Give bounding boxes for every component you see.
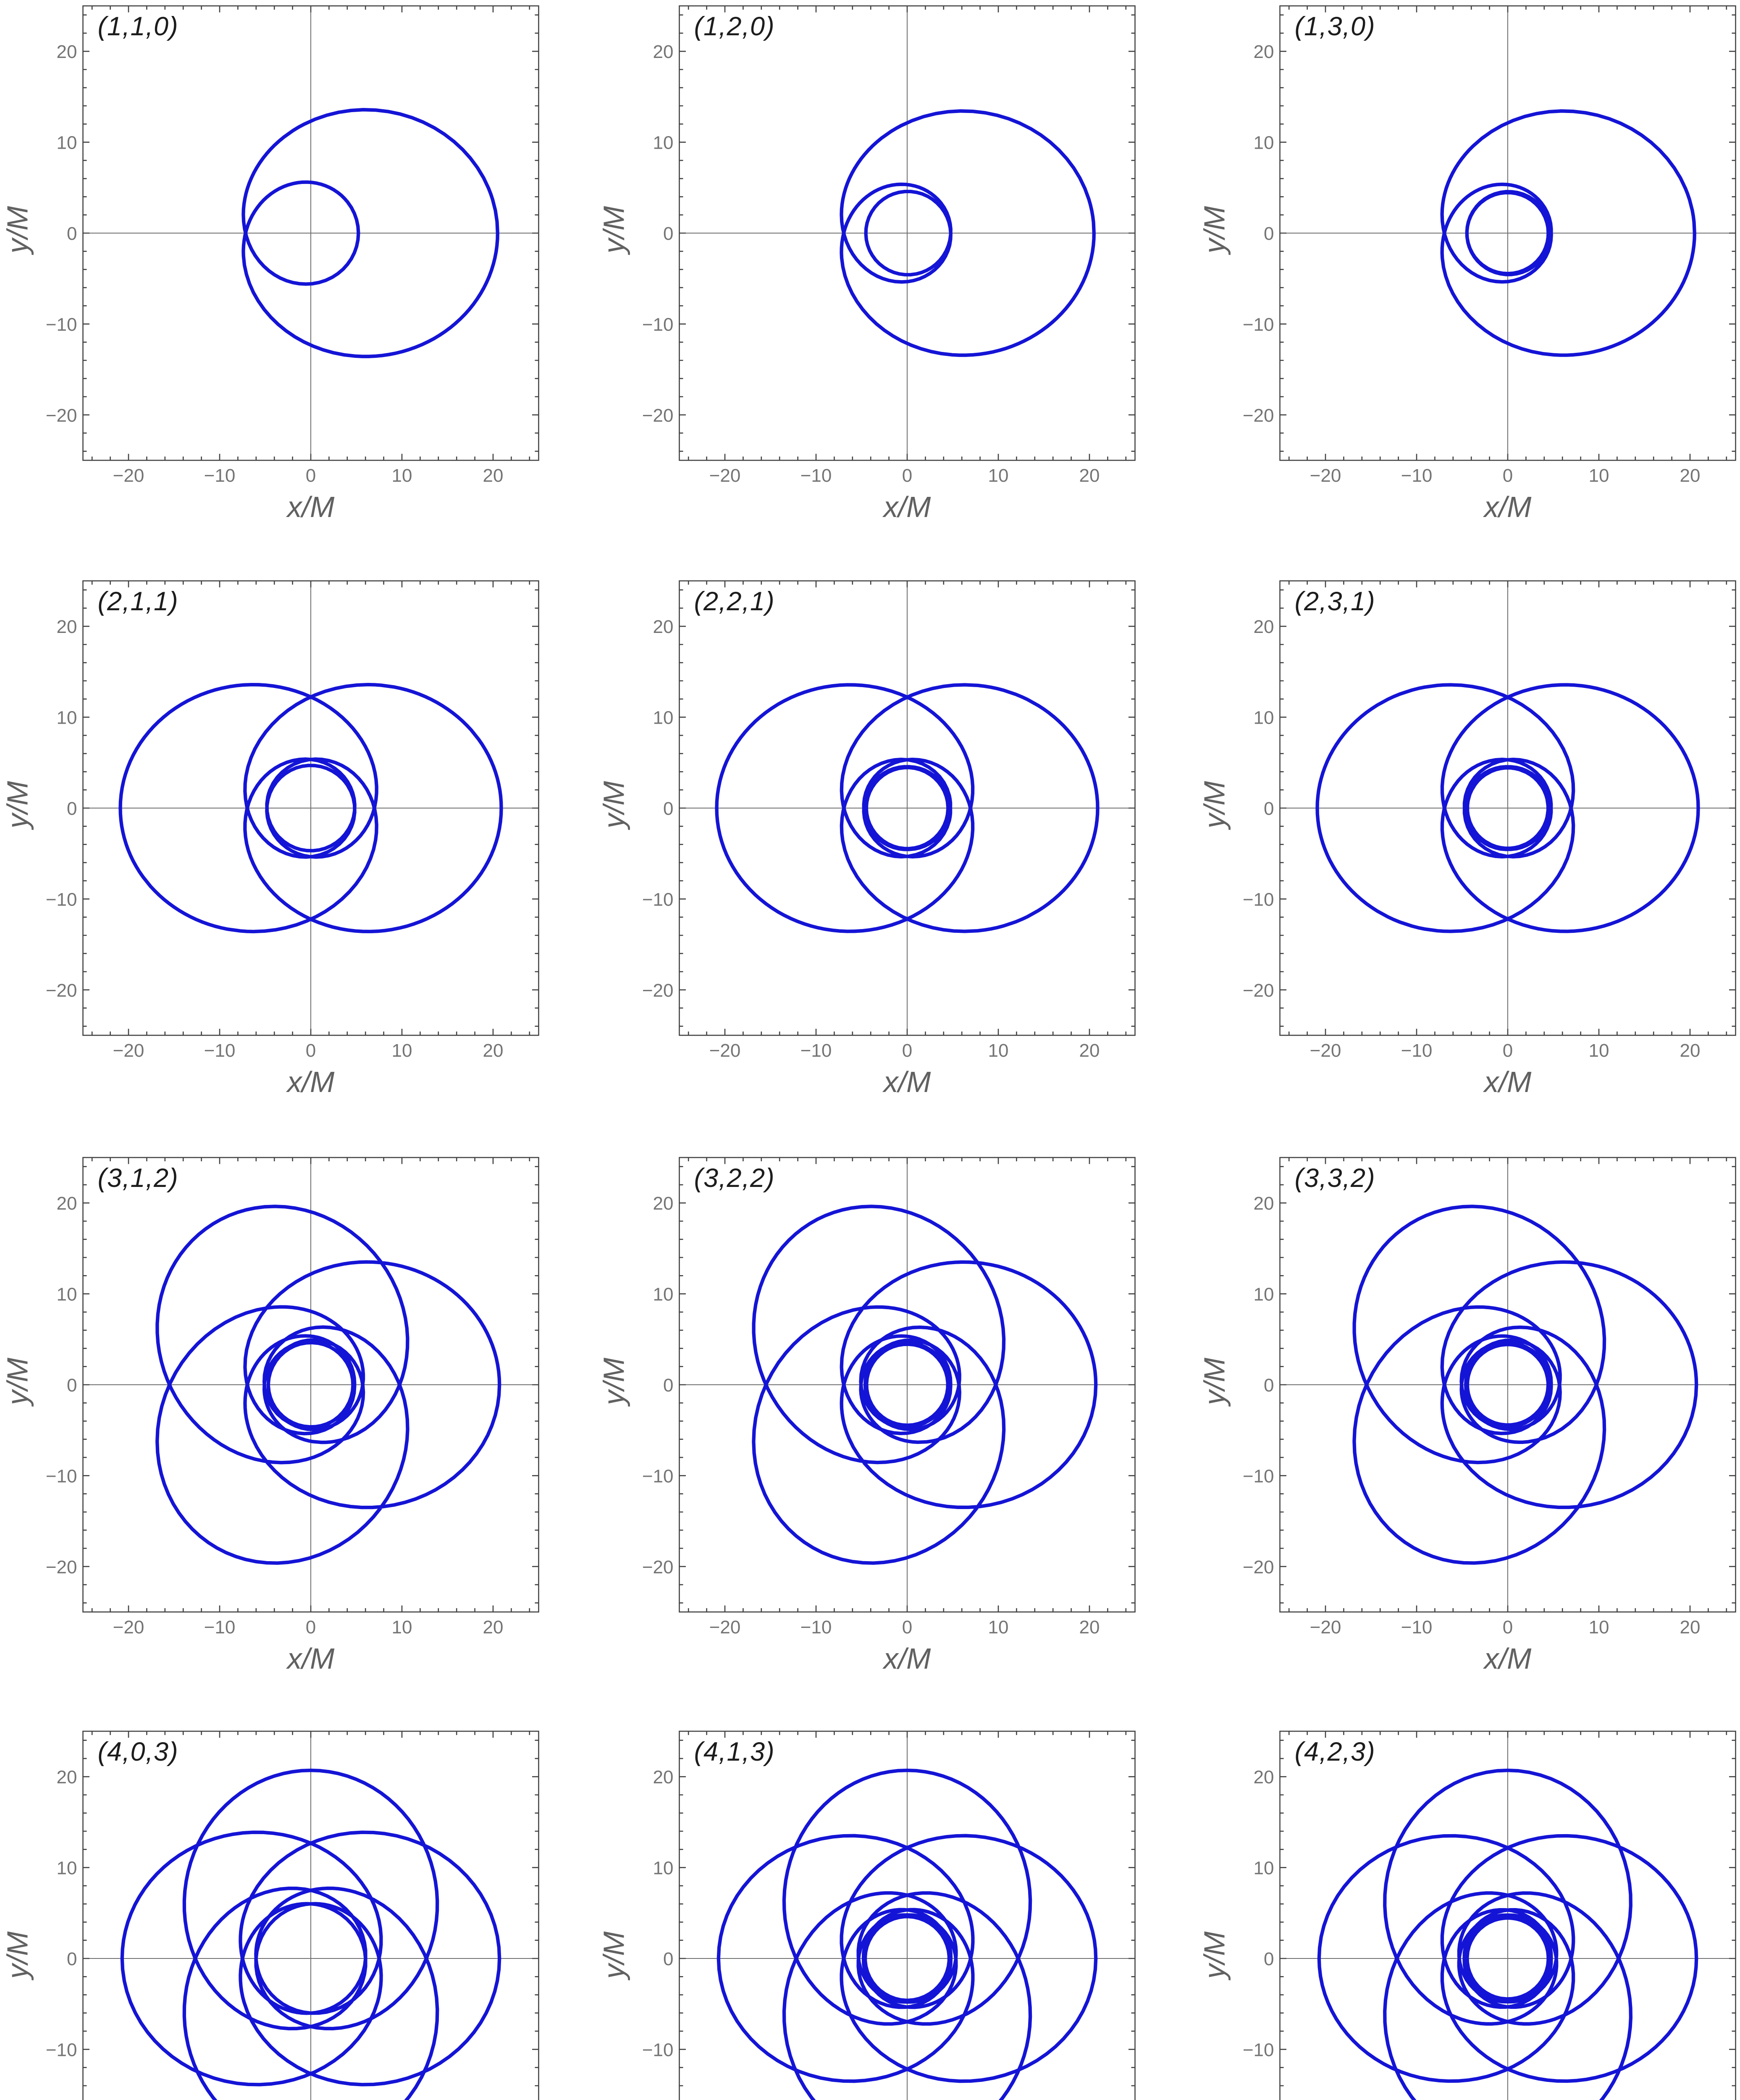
svg-text:(3,3,2): (3,3,2) (1295, 1163, 1376, 1193)
svg-text:(1,2,0): (1,2,0) (694, 12, 775, 41)
svg-text:(3,1,2): (3,1,2) (98, 1163, 179, 1193)
svg-text:(2,1,1): (2,1,1) (98, 587, 179, 616)
svg-text:(4,2,3): (4,2,3) (1295, 1737, 1376, 1767)
svg-text:(1,3,0): (1,3,0) (1295, 12, 1376, 41)
svg-text:(2,3,1): (2,3,1) (1295, 587, 1376, 616)
svg-text:(4,0,3): (4,0,3) (98, 1737, 179, 1767)
svg-text:(4,1,3): (4,1,3) (694, 1737, 775, 1767)
svg-text:(3,2,2): (3,2,2) (694, 1163, 775, 1193)
svg-text:(2,2,1): (2,2,1) (694, 587, 775, 616)
svg-text:(1,1,0): (1,1,0) (98, 12, 179, 41)
